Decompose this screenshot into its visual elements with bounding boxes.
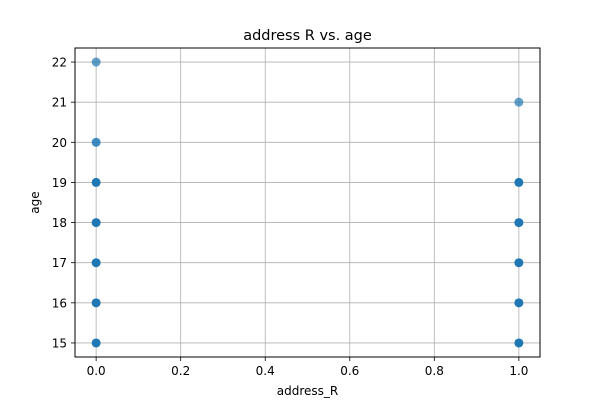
x-tick-label: 0.6 (340, 364, 359, 378)
y-tick-label: 19 (52, 176, 67, 190)
data-point (91, 338, 101, 348)
data-point (514, 177, 524, 187)
x-tick-label: 1.0 (509, 364, 528, 378)
x-tick-label: 0.2 (171, 364, 190, 378)
data-point (514, 258, 524, 268)
y-tick-label: 17 (52, 256, 67, 270)
plot-frame (74, 47, 541, 358)
data-point (91, 137, 101, 147)
x-tick-label: 0.8 (425, 364, 444, 378)
y-tick-label: 20 (52, 136, 67, 150)
data-point (514, 338, 524, 348)
axis-ticks: 0.0 0.2 0.4 0.6 0.8 1.0 15 16 17 18 19 20 21 22 (52, 56, 529, 378)
data-point (91, 258, 101, 268)
data-point (91, 57, 101, 67)
data-point (91, 177, 101, 187)
data-point (91, 298, 101, 308)
data-point (514, 298, 524, 308)
x-tick-label: 0.4 (256, 364, 275, 378)
y-tick-label: 18 (52, 216, 67, 230)
y-tick-label: 15 (52, 336, 67, 350)
chart-title: address R vs. age (243, 28, 372, 44)
data-point (514, 218, 524, 228)
y-tick-label: 16 (52, 296, 67, 310)
data-points (91, 57, 524, 348)
data-point (514, 97, 524, 107)
data-point (91, 218, 101, 228)
y-tick-label: 22 (52, 56, 67, 70)
x-tick-label: 0.0 (87, 364, 106, 378)
x-axis-label: address_R (277, 384, 338, 398)
y-axis-label: age (28, 191, 42, 213)
y-tick-label: 21 (52, 96, 67, 110)
